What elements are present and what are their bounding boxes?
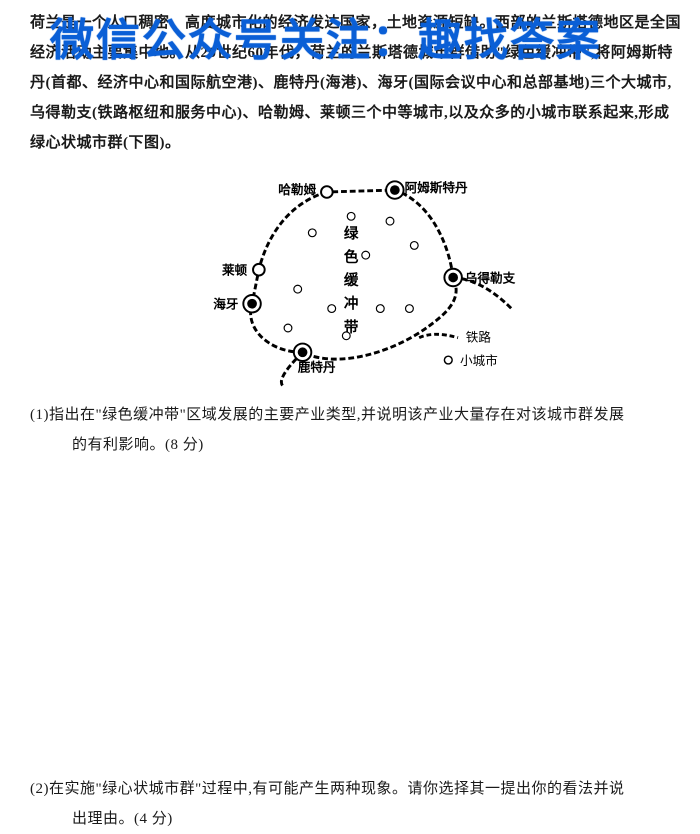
small-city-6: [328, 305, 336, 313]
city-label-hague: 海牙: [213, 297, 239, 312]
center-label: 绿色缓冲带: [344, 225, 359, 336]
small-city-8: [284, 324, 292, 332]
question-1-line2: 的有利影响。(8 分): [30, 430, 682, 460]
small-city-2: [308, 229, 316, 237]
city-label-utrecht: 乌得勒支: [465, 270, 516, 285]
document-page: 荷兰是一个人口稠密、高度城市化的经济发达国家，土地资源短缺。西部的兰斯塔德地区是…: [0, 0, 700, 834]
diagram-container: 哈勒姆 阿姆斯特丹乌得勒支 莱顿海牙鹿特丹 绿色缓冲带 铁路 小城市: [30, 162, 682, 392]
center-char-2: 缓: [344, 271, 359, 289]
city-node-leiden: [253, 264, 265, 276]
city-label-amsterdam: 阿姆斯特丹: [405, 180, 468, 195]
center-char-0: 绿: [344, 225, 359, 243]
legend: 铁路 小城市: [419, 330, 498, 368]
small-city-7: [376, 305, 384, 313]
legend-city-icon: [444, 356, 452, 364]
center-char-1: 色: [344, 248, 359, 266]
small-city-5: [294, 285, 302, 293]
city-label-leiden: 莱顿: [222, 263, 248, 278]
small-city-10: [406, 305, 414, 313]
question-2-line1: (2)在实施"绿心状城市群"过程中,有可能产生两种现象。请你选择其一提出你的看法…: [30, 774, 682, 804]
question-1: (1)指出在"绿色缓冲带"区域发展的主要产业类型,并说明该产业大量存在对该城市群…: [30, 400, 682, 460]
question-2: (2)在实施"绿心状城市群"过程中,有可能产生两种现象。请你选择其一提出你的看法…: [30, 774, 682, 834]
small-city-3: [362, 251, 370, 259]
question-2-line2: 出理由。(4 分): [30, 804, 682, 834]
legend-rail-icon: [419, 334, 458, 337]
watermark-overlay: 微信公众号关注：趣找答案: [50, 4, 602, 68]
city-label-rotterdam: 鹿特丹: [298, 360, 336, 375]
small-city-0: [347, 212, 355, 220]
center-char-4: 带: [344, 319, 359, 336]
city-node-haarlem: [321, 186, 333, 198]
center-char-3: 冲: [344, 295, 359, 313]
small-city-4: [410, 242, 418, 250]
randstad-map: 哈勒姆 阿姆斯特丹乌得勒支 莱顿海牙鹿特丹 绿色缓冲带 铁路 小城市: [186, 162, 526, 392]
answer-space-1: [30, 460, 682, 770]
legend-rail-label: 铁路: [466, 330, 492, 345]
small-city-1: [386, 217, 394, 225]
city-label-haarlem: 哈勒姆: [278, 182, 316, 197]
question-1-line1: (1)指出在"绿色缓冲带"区域发展的主要产业类型,并说明该产业大量存在对该城市群…: [30, 400, 682, 430]
legend-city-label: 小城市: [460, 353, 498, 368]
